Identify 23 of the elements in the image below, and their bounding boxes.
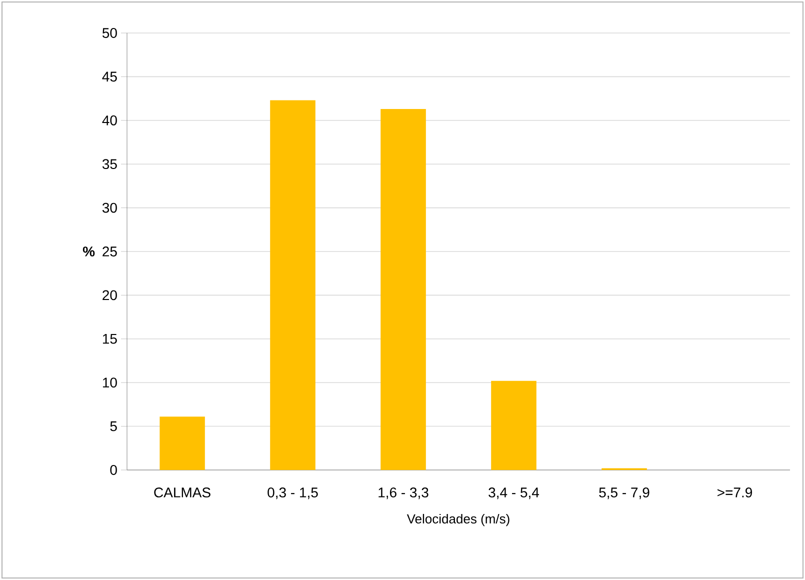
x-axis-title: Velocidades (m/s) xyxy=(406,514,510,526)
x-tick-label: 1,6 - 3,3 xyxy=(378,488,428,500)
x-tick-label: 3,4 - 5,4 xyxy=(488,488,540,500)
bar xyxy=(491,380,536,470)
x-tick-label: 5,5 - 7,9 xyxy=(599,488,650,500)
y-axis-title: % xyxy=(82,246,95,256)
y-tick-label: 35 xyxy=(102,159,117,170)
y-tick-label: 45 xyxy=(102,72,117,82)
y-tick-label: 20 xyxy=(102,290,117,300)
y-tick-label: 30 xyxy=(102,202,117,213)
y-tick-label: 5 xyxy=(110,421,117,432)
bar xyxy=(270,100,316,470)
y-tick-label: 15 xyxy=(102,334,117,344)
bar xyxy=(160,416,205,470)
bar xyxy=(380,109,426,470)
y-tick-label: 0 xyxy=(110,465,117,475)
y-tick-label: 40 xyxy=(102,115,117,126)
x-tick-label: CALMAS xyxy=(154,488,210,498)
y-tick-label: 10 xyxy=(102,378,117,388)
y-tick-label: 25 xyxy=(102,246,117,256)
y-tick-label: 50 xyxy=(102,28,117,38)
x-tick-label: >=7.9 xyxy=(718,488,752,498)
x-tick-label: 0,3 - 1,5 xyxy=(268,488,318,500)
